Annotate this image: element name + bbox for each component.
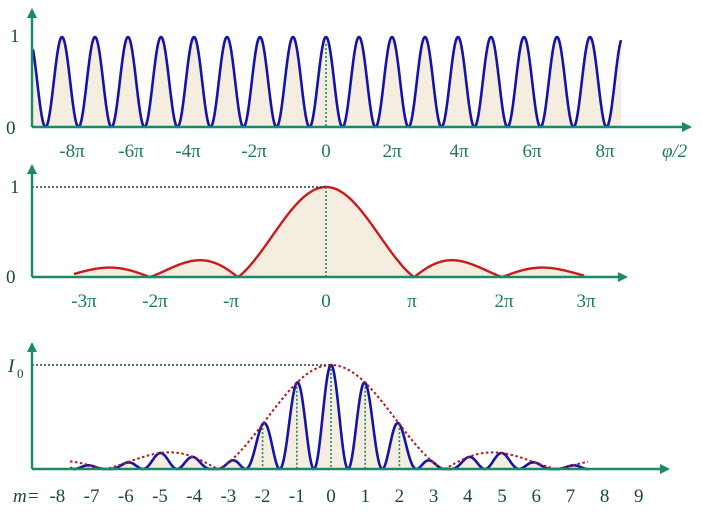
panel-2-single-slit-envelope: 1 0 -3π -2π -π 0 π 2π 3π <box>6 164 628 312</box>
panel-1-x-tick: 2π <box>382 141 402 162</box>
panel-2-x-tick: -2π <box>142 291 168 312</box>
panel-1-y-tick-0: 0 <box>6 118 16 139</box>
panel-3-order-dotted-lines <box>261 365 401 469</box>
panel-3-fill <box>70 365 588 469</box>
panel-3-m-tick: 8 <box>600 486 610 507</box>
panel-1-x-tick: -2π <box>241 141 267 162</box>
panel-3-y-label-I: I <box>7 356 16 377</box>
panel-2-x-tick: 2π <box>494 291 514 312</box>
panel-1-fill <box>33 37 621 127</box>
panel-3-m-tick: -1 <box>289 486 305 507</box>
panel-2-x-tick: π <box>407 291 417 312</box>
panel-3-m-ticks: -8 -7 -6 -5 -4 -3 -2 -1 0 1 2 3 4 5 6 7 8 9 <box>49 486 643 507</box>
panel-3-m-tick: -5 <box>152 486 168 507</box>
panel-3-m-tick: 6 <box>531 486 541 507</box>
panel-3-m-tick: 3 <box>429 486 439 507</box>
panel-1-x-axis-label: φ/2 <box>662 141 688 162</box>
panel-1-multi-slit-fringes: 1 0 -8π -6π -4π -2π 0 2π 4π 6π 8π φ/2 <box>6 8 692 162</box>
panel-2-y-tick-1: 1 <box>10 177 20 198</box>
panel-3-m-tick: -6 <box>118 486 134 507</box>
panel-2-x-tick: -π <box>223 291 239 312</box>
panel-2-x-tick: 3π <box>576 291 596 312</box>
panel-3-m-tick: -3 <box>220 486 236 507</box>
panel-3-m-tick: 1 <box>360 486 370 507</box>
panel-2-fill <box>74 187 584 277</box>
panel-1-x-tick: -4π <box>175 141 201 162</box>
panel-1-x-tick: 8π <box>595 141 615 162</box>
panel-3-m-tick: 5 <box>497 486 507 507</box>
panel-3-m-tick: -7 <box>84 486 100 507</box>
panel-3-y-label-subscript: 0 <box>17 366 24 381</box>
panel-1-x-tick: -6π <box>118 141 144 162</box>
panel-3-m-tick: -8 <box>49 486 65 507</box>
panel-3-m-tick: 4 <box>463 486 473 507</box>
panel-3-m-tick: -4 <box>186 486 202 507</box>
panel-3-m-tick: -2 <box>255 486 271 507</box>
panel-3-m-tick: 9 <box>634 486 644 507</box>
panel-1-y-tick-1: 1 <box>10 26 20 47</box>
panel-3-m-tick: 7 <box>566 486 576 507</box>
panel-3-grating-intensity: I 0 m= -8 -7 -6 -5 -4 -3 -2 -1 0 1 2 3 4 5 6 7 8 9 <box>7 342 670 507</box>
panel-3-m-tick: 0 <box>326 486 336 507</box>
panel-1-x-tick: 6π <box>522 141 542 162</box>
panel-2-x-tick: 0 <box>321 291 331 312</box>
panel-2-y-tick-0: 0 <box>6 267 16 288</box>
panel-1-curve <box>31 35 623 129</box>
panel-1-x-tick: 4π <box>449 141 469 162</box>
panel-3-m-prefix: m= <box>13 486 40 507</box>
panel-1-x-tick: -8π <box>59 141 85 162</box>
panel-2-x-tick: -3π <box>71 291 97 312</box>
panel-1-x-tick: 0 <box>321 141 331 162</box>
panel-3-m-tick: 2 <box>395 486 405 507</box>
